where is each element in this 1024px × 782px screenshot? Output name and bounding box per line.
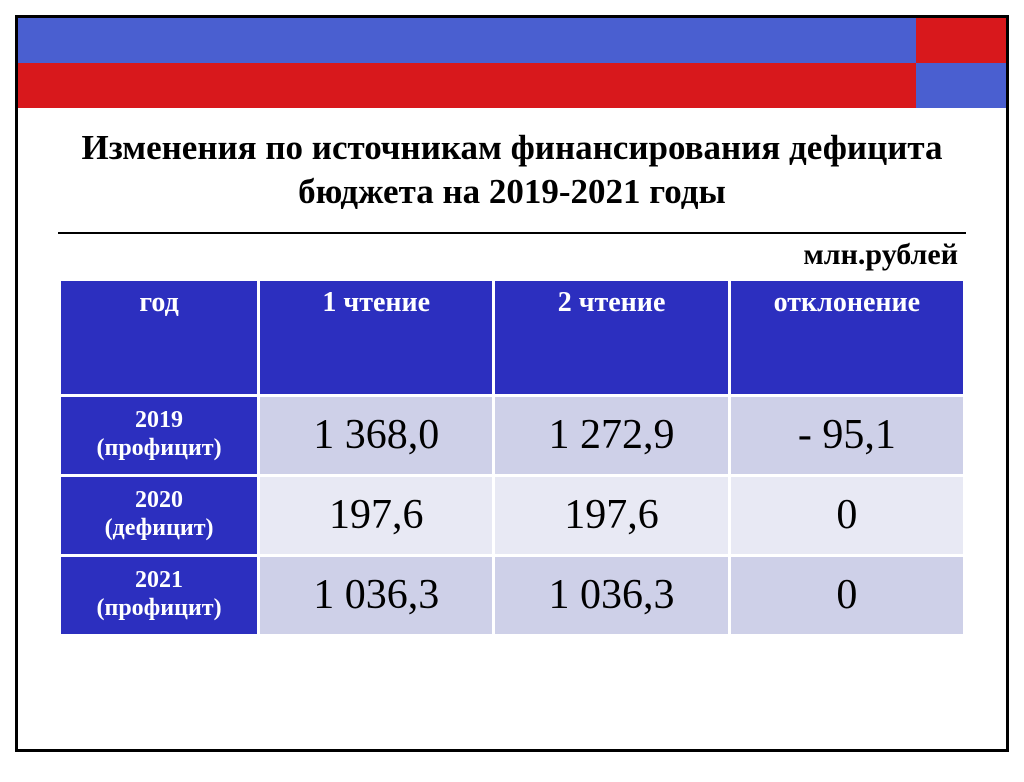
cell-reading2: 1 036,3 bbox=[494, 555, 729, 635]
table-row: 2021 (профицит) 1 036,3 1 036,3 0 bbox=[60, 555, 965, 635]
slide-title: Изменения по источникам финансирования д… bbox=[58, 126, 966, 214]
col-header-reading2: 2 чтение bbox=[494, 279, 729, 395]
top-banner bbox=[18, 18, 1006, 108]
year-note: (профицит) bbox=[97, 595, 222, 621]
blue-strip bbox=[18, 18, 916, 63]
title-underline bbox=[58, 232, 966, 234]
year-cell: 2019 (профицит) bbox=[60, 395, 259, 475]
units-label: млн.рублей bbox=[58, 238, 966, 272]
top-banner-left bbox=[18, 18, 916, 108]
cell-reading2: 197,6 bbox=[494, 475, 729, 555]
year-cell: 2021 (профицит) bbox=[60, 555, 259, 635]
cell-reading1: 197,6 bbox=[259, 475, 494, 555]
top-banner-corner bbox=[916, 18, 1006, 108]
cell-deviation: - 95,1 bbox=[729, 395, 964, 475]
table-row: 2020 (дефицит) 197,6 197,6 0 bbox=[60, 475, 965, 555]
year-value: 2019 bbox=[135, 407, 183, 433]
col-header-deviation: отклонение bbox=[729, 279, 964, 395]
col-header-reading1: 1 чтение bbox=[259, 279, 494, 395]
year-value: 2020 bbox=[135, 487, 183, 513]
corner-red bbox=[916, 18, 1006, 63]
table-row: 2019 (профицит) 1 368,0 1 272,9 - 95,1 bbox=[60, 395, 965, 475]
cell-reading1: 1 036,3 bbox=[259, 555, 494, 635]
cell-reading2: 1 272,9 bbox=[494, 395, 729, 475]
year-cell: 2020 (дефицит) bbox=[60, 475, 259, 555]
year-value: 2021 bbox=[135, 567, 183, 593]
cell-deviation: 0 bbox=[729, 555, 964, 635]
units-row: млн.рублей bbox=[58, 232, 966, 272]
year-note: (профицит) bbox=[97, 435, 222, 461]
year-note: (дефицит) bbox=[105, 515, 214, 541]
data-table: год 1 чтение 2 чтение отклонение 2019 (п… bbox=[58, 278, 966, 637]
corner-blue bbox=[916, 63, 1006, 108]
red-strip bbox=[18, 63, 916, 108]
cell-reading1: 1 368,0 bbox=[259, 395, 494, 475]
table-header-row: год 1 чтение 2 чтение отклонение bbox=[60, 279, 965, 395]
col-header-year: год bbox=[60, 279, 259, 395]
cell-deviation: 0 bbox=[729, 475, 964, 555]
slide-frame: Изменения по источникам финансирования д… bbox=[15, 15, 1009, 752]
content-area: Изменения по источникам финансирования д… bbox=[18, 108, 1006, 637]
